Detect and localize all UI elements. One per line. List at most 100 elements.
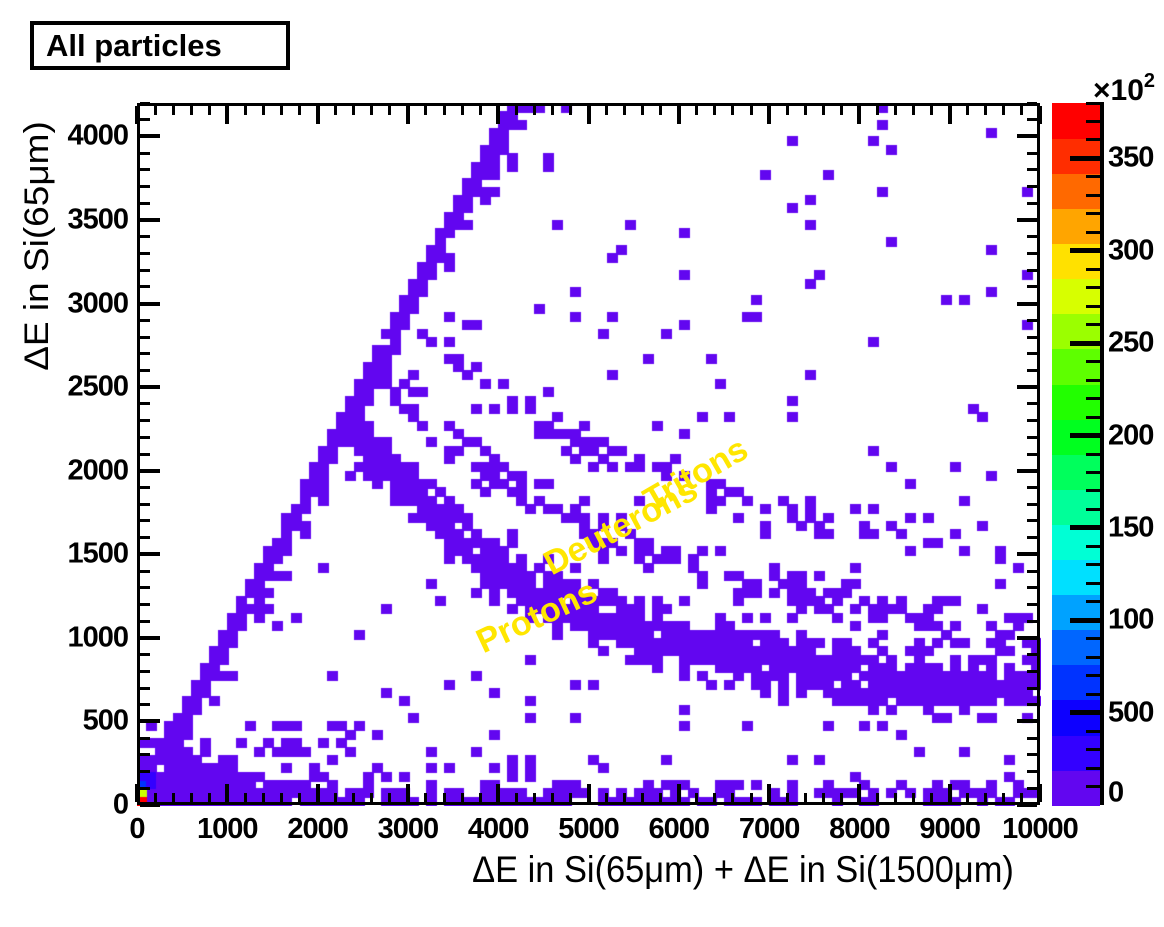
y-minor-tick (140, 569, 150, 573)
x-major-tick-top (315, 106, 320, 124)
x-major-tick (857, 784, 862, 802)
y-minor-tick-right (1027, 435, 1037, 439)
x-minor-tick-top (514, 106, 518, 115)
x-minor-tick (695, 793, 699, 802)
colorbar-minor-tick (1086, 323, 1104, 327)
y-minor-tick-right (1027, 168, 1037, 172)
x-minor-tick-top (298, 106, 302, 115)
histogram-title: All particles (46, 27, 222, 63)
x-major-tick-top (767, 106, 772, 124)
x-minor-tick-top (623, 106, 627, 115)
y-tick-label: 1500 (67, 537, 129, 570)
colorbar-minor-tick (1086, 655, 1104, 659)
y-minor-tick-right (1027, 736, 1037, 740)
colorbar-minor-tick (1086, 452, 1104, 456)
y-minor-tick-right (1027, 536, 1037, 540)
x-minor-tick-top (279, 106, 283, 115)
y-tick-label: 2000 (67, 454, 129, 487)
x-major-tick (767, 784, 772, 802)
y-major-tick (140, 301, 160, 306)
colorbar-minor-tick (1086, 397, 1104, 401)
x-tick-label: 9000 (919, 813, 981, 845)
y-minor-tick (140, 703, 150, 707)
x-minor-tick-top (388, 106, 392, 115)
colorbar-tick-label: 150 (1108, 511, 1154, 544)
x-minor-tick-top (532, 106, 536, 115)
y-minor-tick-right (1027, 569, 1037, 573)
x-major-tick-top (857, 106, 862, 124)
x-tick-label: 1000 (197, 813, 259, 845)
x-major-tick-top (586, 106, 591, 124)
y-minor-tick (140, 201, 150, 205)
x-major-tick (405, 784, 410, 802)
x-minor-tick-top (568, 106, 572, 115)
x-minor-tick (352, 793, 356, 802)
y-major-tick (140, 385, 160, 390)
x-minor-tick-top (334, 106, 338, 115)
colorbar-tick-label: 100 (1108, 603, 1154, 636)
colorbar-segment (1052, 489, 1100, 525)
colorbar-minor-tick (1086, 304, 1104, 308)
y-minor-tick-right (1027, 602, 1037, 606)
x-minor-tick (388, 793, 392, 802)
colorbar-tick-label: 500 (1108, 696, 1154, 729)
y-minor-tick (140, 602, 150, 606)
y-minor-tick (140, 770, 150, 774)
x-tick-label: 0 (129, 813, 145, 845)
colorbar-segment (1052, 629, 1100, 666)
y-minor-tick (140, 736, 150, 740)
y-minor-tick-right (1027, 786, 1037, 790)
x-minor-tick (207, 793, 211, 802)
y-minor-tick-right (1027, 151, 1037, 155)
y-minor-tick (140, 352, 150, 356)
x-major-tick (496, 784, 501, 802)
x-minor-tick-top (171, 106, 175, 115)
x-minor-tick (821, 793, 825, 802)
y-minor-tick (140, 653, 150, 657)
y-major-tick-right (1017, 385, 1037, 390)
y-minor-tick-right (1027, 753, 1037, 757)
x-major-tick (135, 784, 139, 802)
x-minor-tick-top (966, 106, 970, 115)
x-minor-tick (478, 793, 482, 802)
x-minor-tick (334, 793, 338, 802)
colorbar-multiplier-exponent: 2 (1143, 70, 1156, 92)
x-minor-tick (298, 793, 302, 802)
x-minor-tick (550, 793, 554, 802)
x-minor-tick-top (605, 106, 609, 115)
colorbar-segment (1052, 173, 1100, 210)
x-minor-tick-top (1002, 106, 1006, 115)
x-minor-tick (749, 793, 753, 802)
y-minor-tick-right (1027, 235, 1037, 239)
y-minor-tick (140, 402, 150, 406)
colorbar-minor-tick (1086, 489, 1104, 493)
colorbar-minor-tick (1086, 212, 1104, 216)
x-tick-label: 8000 (829, 813, 891, 845)
y-minor-tick (140, 519, 150, 523)
x-minor-tick-top (821, 106, 825, 115)
x-major-tick (315, 784, 320, 802)
y-minor-tick-right (1027, 452, 1037, 456)
x-minor-tick (243, 793, 247, 802)
y-tick-label: 1000 (67, 621, 129, 654)
y-minor-tick-right (1027, 703, 1037, 707)
colorbar-minor-tick (1086, 581, 1104, 585)
colorbar-minor-tick (1086, 101, 1104, 105)
y-minor-tick-right (1027, 669, 1037, 673)
colorbar-minor-tick (1086, 193, 1104, 197)
x-minor-tick (839, 793, 843, 802)
x-major-tick-top (1038, 106, 1042, 124)
colorbar-minor-tick (1086, 415, 1104, 419)
colorbar-minor-tick (1086, 267, 1104, 271)
y-minor-tick (140, 368, 150, 372)
colorbar-tick-label: 0 (1108, 776, 1124, 809)
x-minor-tick-top (370, 106, 374, 115)
x-minor-tick-top (352, 106, 356, 115)
colorbar-major-tick (1070, 340, 1104, 346)
y-minor-tick-right (1027, 335, 1037, 339)
y-minor-tick-right (1027, 653, 1037, 657)
x-minor-tick-top (930, 106, 934, 115)
y-minor-tick-right (1027, 419, 1037, 423)
x-minor-tick (1020, 793, 1024, 802)
y-minor-tick (140, 753, 150, 757)
